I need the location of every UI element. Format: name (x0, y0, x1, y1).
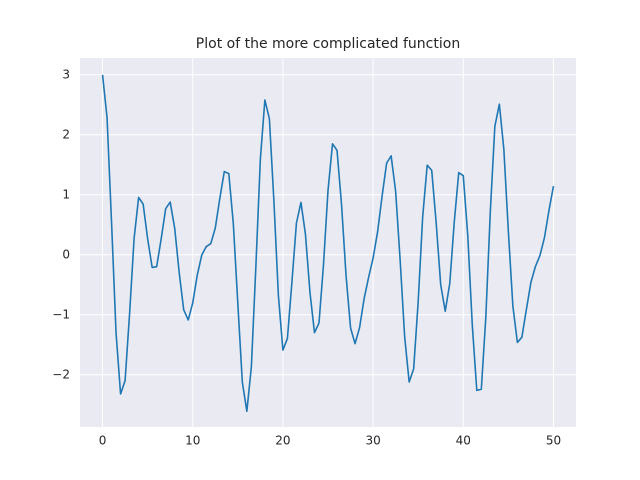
y-tick-label: −1 (52, 307, 70, 321)
y-tick-label: 3 (62, 67, 70, 81)
x-tick-label: 0 (99, 434, 107, 448)
x-tick-label: 10 (185, 434, 200, 448)
y-tick-label: 2 (62, 127, 70, 141)
x-tick-label: 50 (546, 434, 561, 448)
chart-title: Plot of the more complicated function (196, 36, 460, 52)
y-tick-label: 0 (62, 247, 70, 261)
y-tick-label: 1 (62, 187, 70, 201)
line-series (101, 74, 555, 413)
plot-area (80, 58, 576, 427)
x-tick-label: 20 (275, 434, 290, 448)
x-tick-label: 30 (365, 434, 380, 448)
y-tick-label: −2 (52, 367, 70, 381)
x-tick-label: 40 (456, 434, 471, 448)
